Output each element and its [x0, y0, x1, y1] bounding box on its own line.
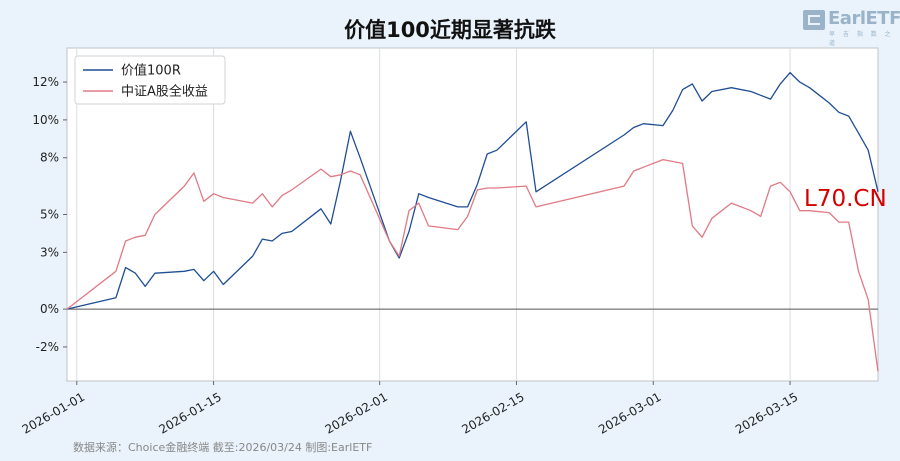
y-tick-label: 5% [40, 208, 59, 222]
logo-mark-icon [803, 10, 825, 30]
watermark: L70.CN [804, 186, 887, 212]
chart-title: 价值100近期显著抗跌 [344, 18, 556, 42]
x-tick-label: 2026-01-15 [156, 390, 223, 437]
data-source-note: 数据来源：Choice金融终端 截至:2026/03/24 制图:EarlETF [73, 441, 373, 454]
legend: 价值100R 中证A股全收益 [74, 55, 226, 105]
brand-logo: EarlETF 早 吉 指 数 之 道 [803, 8, 900, 47]
x-tick-label: 2026-02-15 [459, 390, 526, 437]
legend-box [74, 55, 226, 105]
logo-subtext: 早 吉 指 数 之 道 [829, 31, 894, 47]
y-tick-label: 8% [40, 151, 59, 165]
series-line-2 [66, 158, 879, 372]
legend-label: 价值100R [121, 63, 181, 79]
x-tick-label: 2026-03-01 [596, 390, 663, 437]
y-tick-label: -2% [36, 340, 59, 354]
y-tick-label: 10% [32, 113, 59, 127]
x-tick-label: 2026-01-01 [20, 390, 87, 437]
legend-label: 中证A股全收益 [121, 84, 208, 100]
x-tick-label: 2026-03-15 [733, 390, 800, 437]
y-tick-label: 0% [40, 302, 59, 316]
logo-text: EarlETF [828, 8, 900, 29]
x-tick-label: 2026-02-01 [323, 390, 390, 437]
y-tick-label: 12% [32, 75, 59, 89]
series-line-1 [66, 71, 879, 310]
y-tick-label: 3% [40, 245, 59, 259]
